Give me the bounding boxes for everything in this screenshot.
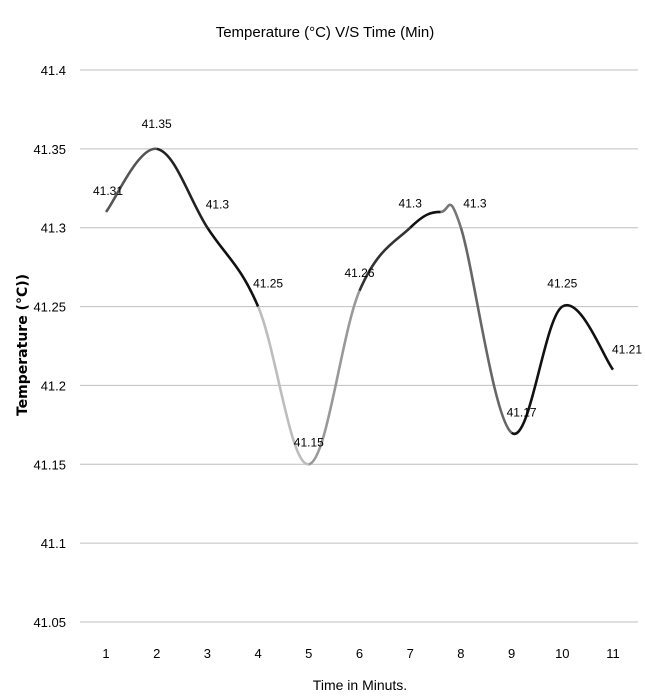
y-axis-tick-labels: 41.05 41.1 41.15 41.2 41.25 41.3 41.35 41.4	[33, 63, 66, 630]
chart-title: Temperature (°C) V/S Time (Min)	[216, 24, 435, 41]
x-tick-label: 4	[254, 646, 261, 661]
data-label: 41.3	[399, 197, 423, 211]
series-line-segment	[206, 227, 260, 308]
x-axis-label: Time in Minuts.	[313, 677, 407, 693]
series-line-segment	[440, 203, 463, 229]
data-label: 41.26	[344, 266, 374, 280]
x-tick-label: 11	[606, 646, 620, 661]
x-tick-label: 2	[153, 646, 160, 661]
series-line-segment	[308, 290, 361, 466]
data-label: 41.17	[507, 406, 537, 420]
data-label: 41.15	[294, 435, 324, 449]
series-line-segment	[561, 303, 615, 371]
series-line-segment	[510, 305, 564, 435]
data-label: 41.25	[253, 277, 283, 291]
data-label: 41.3	[463, 197, 487, 211]
x-tick-label: 8	[457, 646, 464, 661]
y-tick-label: 41.3	[41, 221, 66, 236]
y-tick-label: 41.2	[41, 378, 66, 393]
x-tick-label: 6	[356, 646, 363, 661]
x-axis-tick-labels: 1 2 3 4 5 6 7 8 9 10 11	[102, 646, 619, 661]
data-label: 41.25	[547, 277, 577, 291]
gridlines	[80, 69, 638, 623]
x-tick-label: 7	[407, 646, 414, 661]
series-line-segment	[358, 226, 412, 292]
series-line-segment	[104, 147, 157, 213]
data-label: 41.31	[93, 184, 123, 198]
y-tick-label: 41.1	[41, 536, 66, 551]
x-tick-label: 9	[508, 646, 515, 661]
y-axis-label: Temperature (°C))	[15, 274, 31, 416]
series-line-segment	[459, 227, 513, 434]
x-tick-label: 5	[305, 646, 312, 661]
series-line-group	[104, 147, 615, 466]
y-tick-label: 41.25	[33, 300, 66, 315]
y-tick-label: 41.05	[33, 615, 66, 630]
series-line-segment	[409, 210, 441, 229]
y-tick-label: 41.35	[33, 142, 66, 157]
x-tick-label: 3	[204, 646, 211, 661]
y-tick-label: 41.4	[41, 63, 66, 78]
data-label: 41.3	[206, 198, 230, 212]
x-tick-label: 10	[555, 646, 569, 661]
series-line-segment	[156, 147, 209, 229]
x-tick-label: 1	[102, 646, 109, 661]
data-labels: 41.31 41.35 41.3 41.25 41.15 41.26 41.3 41.3 41.…	[93, 117, 642, 449]
data-label: 41.35	[142, 117, 172, 131]
y-tick-label: 41.15	[33, 457, 66, 472]
data-label: 41.21	[612, 343, 642, 357]
series-line-segment	[256, 306, 310, 466]
